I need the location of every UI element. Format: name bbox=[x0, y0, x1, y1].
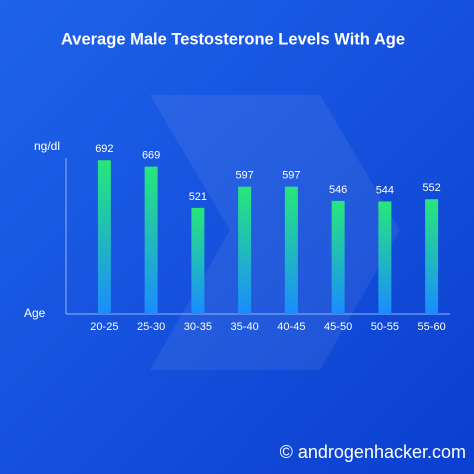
data-label: 544 bbox=[376, 184, 394, 196]
data-label: 521 bbox=[189, 191, 207, 203]
bar bbox=[425, 199, 439, 314]
x-axis-label: Age bbox=[24, 306, 46, 320]
data-label: 552 bbox=[422, 182, 440, 194]
x-tick-label: 50-55 bbox=[371, 321, 399, 333]
bar bbox=[238, 186, 252, 314]
data-label: 546 bbox=[329, 184, 347, 196]
bar bbox=[284, 186, 298, 314]
data-label: 597 bbox=[235, 170, 253, 182]
bar bbox=[378, 201, 392, 314]
data-label: 692 bbox=[95, 143, 113, 155]
chart-title: Average Male Testosterone Levels With Ag… bbox=[61, 30, 405, 48]
bar bbox=[97, 160, 111, 314]
x-tick-label: 45-50 bbox=[324, 321, 352, 333]
x-tick-label: 30-35 bbox=[184, 321, 212, 333]
bar bbox=[191, 207, 205, 314]
data-label: 597 bbox=[282, 170, 300, 182]
data-label: 669 bbox=[142, 150, 160, 162]
bar bbox=[144, 166, 158, 314]
x-tick-label: 55-60 bbox=[418, 321, 446, 333]
footer-credit: © androgenhacker.com bbox=[280, 442, 466, 462]
x-tick-label: 25-30 bbox=[137, 321, 165, 333]
x-tick-label: 20-25 bbox=[90, 321, 118, 333]
y-axis-label: ng/dl bbox=[34, 139, 60, 153]
x-tick-label: 40-45 bbox=[277, 321, 305, 333]
bar bbox=[331, 200, 345, 314]
x-tick-label: 35-40 bbox=[231, 321, 259, 333]
